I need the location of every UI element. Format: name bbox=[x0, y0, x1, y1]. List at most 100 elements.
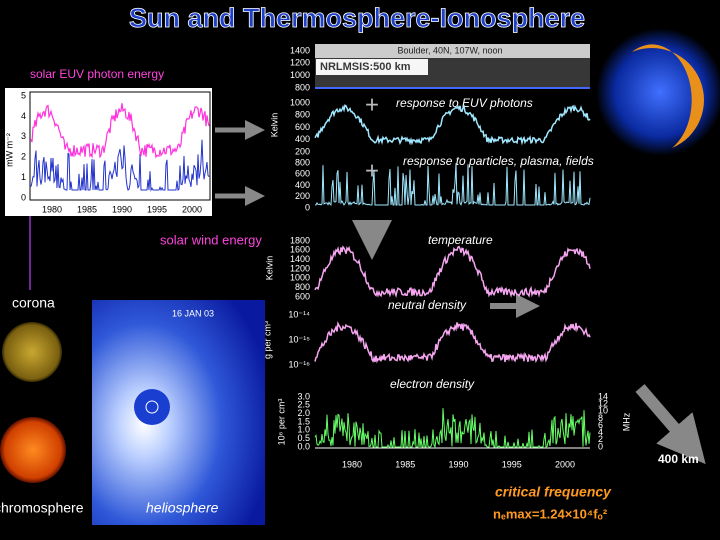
tick-label: 10⁻¹⁵ bbox=[289, 334, 311, 344]
tick-label: 400 bbox=[295, 134, 310, 144]
euv-plot-frame bbox=[29, 91, 211, 201]
trace bbox=[30, 139, 210, 192]
trace bbox=[314, 163, 591, 206]
tick-label: 2 bbox=[598, 434, 603, 444]
tick-label: 1600 bbox=[290, 245, 310, 255]
tick-label: 8 bbox=[598, 413, 603, 423]
tick-label: 200 bbox=[295, 146, 310, 156]
tick-label: 600 bbox=[295, 122, 310, 132]
x-tick-label: 1980 bbox=[42, 204, 62, 214]
formula: nₑmax=1.24×10⁴fₒ² bbox=[493, 506, 608, 521]
tick-label: 200 bbox=[295, 191, 310, 201]
solar-wind-1: solar wind energy bbox=[160, 232, 262, 247]
header-band bbox=[315, 44, 590, 58]
tick-label: 1.0 bbox=[297, 425, 310, 435]
tick-label: 1000 bbox=[290, 273, 310, 283]
euv-plot-bg bbox=[5, 88, 212, 216]
euv-response: response to EUV photons bbox=[396, 96, 533, 110]
euv-units: mW m⁻² bbox=[4, 133, 14, 167]
tick-label: 1000 bbox=[290, 97, 310, 107]
tick-label: 6 bbox=[598, 420, 603, 430]
plus: + bbox=[365, 91, 379, 118]
tick-label: 10 bbox=[598, 406, 608, 416]
trace bbox=[30, 103, 210, 159]
chromosphere-label: chromosphere bbox=[0, 500, 84, 516]
mhz-units: MHz bbox=[621, 412, 631, 431]
tick-label: 600 bbox=[295, 291, 310, 301]
x-tick-label: 1995 bbox=[502, 459, 522, 469]
model: NRLMSIS:500 km bbox=[320, 61, 411, 73]
tick-label: 3 bbox=[21, 131, 26, 141]
tick-label: 14 bbox=[598, 391, 608, 401]
x-tick-label: 2000 bbox=[182, 204, 202, 214]
tick-label: 1400 bbox=[290, 254, 310, 264]
particle-response-1: response to particles, plasma, fields bbox=[403, 154, 594, 168]
tick-label: 5 bbox=[21, 90, 26, 100]
tick-label: 600 bbox=[295, 169, 310, 179]
electron-density-label: electron density bbox=[390, 377, 475, 391]
altitude: 400 km bbox=[658, 452, 699, 466]
tick-label: 0 bbox=[305, 202, 310, 212]
kelvin-label: Kelvin bbox=[269, 113, 279, 138]
tick-label: 400 bbox=[295, 180, 310, 190]
tick-label: 800 bbox=[295, 82, 310, 92]
tick-label: 10⁻¹⁴ bbox=[288, 309, 310, 319]
chromosphere-image bbox=[0, 417, 66, 483]
tick-label: 1200 bbox=[290, 263, 310, 273]
tick-label: 0.5 bbox=[297, 433, 310, 443]
temperature-label: temperature bbox=[428, 233, 493, 247]
tick-label: 1200 bbox=[290, 58, 310, 68]
x-tick-label: 1995 bbox=[147, 204, 167, 214]
x-tick-label: 1990 bbox=[112, 204, 132, 214]
tick-label: 800 bbox=[295, 110, 310, 120]
tick-label: 2.5 bbox=[297, 400, 310, 410]
temp-units: Kelvin bbox=[264, 256, 274, 281]
quiet-bg bbox=[315, 58, 590, 88]
tick-label: 4 bbox=[598, 427, 603, 437]
sun-outline bbox=[145, 400, 159, 414]
location: Boulder, 40N, 107W, noon bbox=[397, 45, 502, 55]
corona-label: corona bbox=[12, 295, 55, 311]
title: Sun and Thermosphere-Ionosphere bbox=[129, 3, 585, 33]
lasco-date: 16 JAN 03 bbox=[172, 308, 214, 318]
edens-units: 10⁶ per cm³ bbox=[276, 399, 286, 446]
lasco-image bbox=[92, 300, 265, 525]
tick-label: 4 bbox=[21, 111, 26, 121]
trace bbox=[314, 104, 591, 146]
trace bbox=[314, 408, 591, 449]
euv-label: solar EUV photon energy bbox=[30, 67, 164, 81]
sun-crescent bbox=[632, 44, 704, 148]
neutral-density-label: neutral density bbox=[388, 298, 467, 312]
density-units: g per cm³ bbox=[262, 321, 272, 359]
x-tick-label: 1980 bbox=[342, 459, 362, 469]
x-tick-label: 1985 bbox=[77, 204, 97, 214]
tick-label: 10⁻¹⁶ bbox=[289, 359, 311, 369]
tick-label: 0 bbox=[598, 441, 603, 451]
x-tick-label: 2000 bbox=[555, 459, 575, 469]
tick-label: 1400 bbox=[290, 45, 310, 55]
tick-label: 1800 bbox=[290, 235, 310, 245]
heliosphere-label: heliosphere bbox=[146, 500, 219, 516]
tick-label: 800 bbox=[295, 282, 310, 292]
tick-label: 1 bbox=[21, 172, 26, 182]
trace bbox=[314, 321, 591, 364]
critical-frequency: critical frequency bbox=[495, 484, 612, 500]
tick-label: 1000 bbox=[290, 70, 310, 80]
model-box bbox=[316, 59, 428, 75]
trace bbox=[314, 245, 591, 299]
arrow bbox=[635, 384, 706, 465]
tick-label: 0 bbox=[21, 192, 26, 202]
quiet-label: quiet Sun bbox=[443, 62, 489, 74]
tick-label: 0.0 bbox=[297, 441, 310, 451]
x-tick-label: 1990 bbox=[448, 459, 468, 469]
tick-label: 12 bbox=[598, 399, 608, 409]
tick-label: 2 bbox=[21, 152, 26, 162]
tick-label: 1.5 bbox=[297, 416, 310, 426]
occulter bbox=[134, 389, 170, 425]
tick-label: 2.0 bbox=[297, 408, 310, 418]
tick-label: 3.0 bbox=[297, 391, 310, 401]
x-tick-label: 1985 bbox=[395, 459, 415, 469]
tick-label: 800 bbox=[295, 157, 310, 167]
